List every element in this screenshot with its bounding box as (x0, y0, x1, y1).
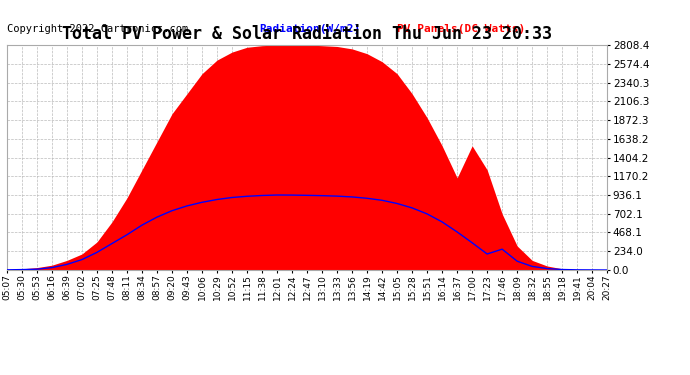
Title: Total PV Power & Solar Radiation Thu Jun 23 20:33: Total PV Power & Solar Radiation Thu Jun… (62, 26, 552, 44)
Text: PV Panels(DC Watts): PV Panels(DC Watts) (397, 24, 525, 34)
Text: Radiation(W/m2): Radiation(W/m2) (259, 24, 360, 34)
Text: Copyright 2022 Cartronics.com: Copyright 2022 Cartronics.com (7, 24, 188, 34)
